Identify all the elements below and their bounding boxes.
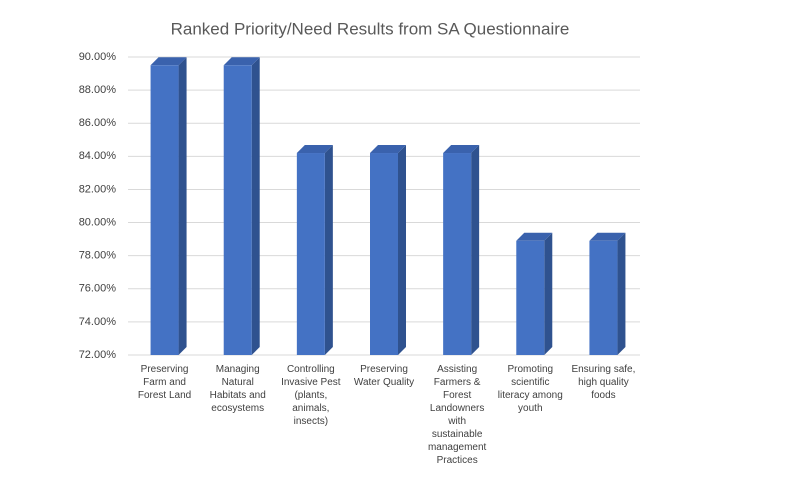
- bar-top: [223, 57, 260, 66]
- bar: [223, 65, 252, 356]
- bar-top: [150, 57, 187, 66]
- bar: [443, 153, 472, 355]
- x-tick-label: Preserving Water Quality: [353, 364, 415, 388]
- bar-side: [544, 232, 553, 355]
- y-tick-label: 82.00%: [79, 183, 117, 195]
- y-tick-label: 76.00%: [79, 283, 117, 295]
- x-tick-label: Assisting Farmers & Forest Landowners wi…: [427, 364, 487, 466]
- bar-side: [617, 232, 626, 355]
- x-tick-label: Preserving Farm and Forest Land: [137, 364, 192, 401]
- bar: [589, 240, 618, 355]
- x-tick-label: Managing Natural Habitats and ecosystems: [209, 364, 266, 414]
- y-tick-label: 78.00%: [79, 250, 117, 262]
- x-tick-label: Promoting scientific literacy among yout…: [497, 364, 563, 414]
- bar: [516, 240, 545, 355]
- bar-top: [370, 145, 406, 154]
- bar-top: [443, 145, 480, 154]
- bar-side: [251, 57, 260, 356]
- bar-side: [471, 145, 480, 355]
- x-tick-label: Controlling Invasive Pest (plants, anima…: [281, 364, 341, 427]
- chart-title: Ranked Priority/Need Results from SA Que…: [171, 19, 570, 38]
- bar: [150, 65, 179, 356]
- y-tick-label: 84.00%: [79, 150, 117, 162]
- bar-side: [178, 57, 187, 356]
- y-tick-label: 80.00%: [79, 216, 117, 228]
- bar-side: [324, 145, 333, 355]
- bar-top: [516, 232, 553, 241]
- y-tick-label: 90.00%: [79, 51, 117, 63]
- y-tick-label: 72.00%: [79, 349, 117, 361]
- bar: [296, 153, 325, 355]
- bar-side: [398, 145, 406, 355]
- bar-top: [296, 145, 333, 154]
- y-tick-label: 88.00%: [79, 84, 117, 96]
- bar: [370, 153, 398, 355]
- bar-top: [589, 232, 626, 241]
- y-tick-label: 86.00%: [79, 117, 117, 129]
- y-tick-label: 74.00%: [79, 316, 117, 328]
- x-tick-label: Ensuring safe, high quality foods: [571, 364, 636, 401]
